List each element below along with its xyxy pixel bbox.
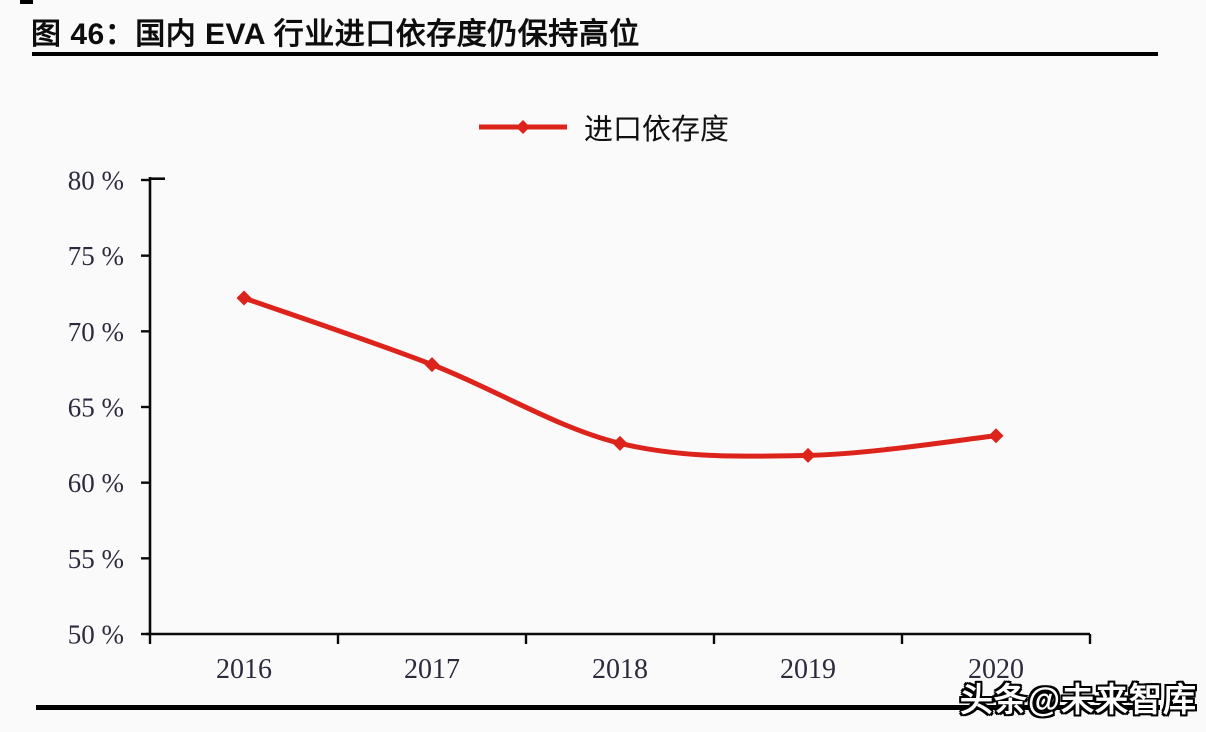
top-left-mark <box>20 0 33 4</box>
y-tick-label: 70 % <box>68 317 124 347</box>
y-tick-label: 50 % <box>68 620 124 650</box>
watermark: 头条@未来智库 <box>959 681 1197 718</box>
title-underline <box>32 52 1158 56</box>
data-point-diamond <box>800 447 816 463</box>
x-tick-label: 2017 <box>404 654 460 685</box>
y-tick-label: 55 % <box>68 544 124 574</box>
x-tick-label: 2018 <box>592 654 648 685</box>
data-point-diamond <box>424 357 440 373</box>
data-point-diamond <box>988 428 1004 444</box>
bottom-rule <box>36 705 1160 710</box>
figure-title: 图 46：国内 EVA 行业进口依存度仍保持高位 <box>31 18 640 51</box>
chart-legend: 进口依存度 <box>0 111 1206 146</box>
legend-line-marker-icon <box>478 120 567 134</box>
y-tick-label: 75 % <box>68 241 124 271</box>
data-point-diamond <box>612 435 628 451</box>
y-tick-label: 60 % <box>68 468 124 498</box>
legend-label: 进口依存度 <box>583 114 729 146</box>
x-tick-label: 2019 <box>780 654 836 685</box>
data-point-diamond <box>236 290 252 306</box>
y-tick-label: 80 % <box>68 166 124 196</box>
series-line <box>241 295 999 459</box>
y-tick-label: 65 % <box>68 393 124 423</box>
x-tick-label: 2016 <box>216 654 272 685</box>
x-tick-label: 2020 <box>968 654 1024 685</box>
